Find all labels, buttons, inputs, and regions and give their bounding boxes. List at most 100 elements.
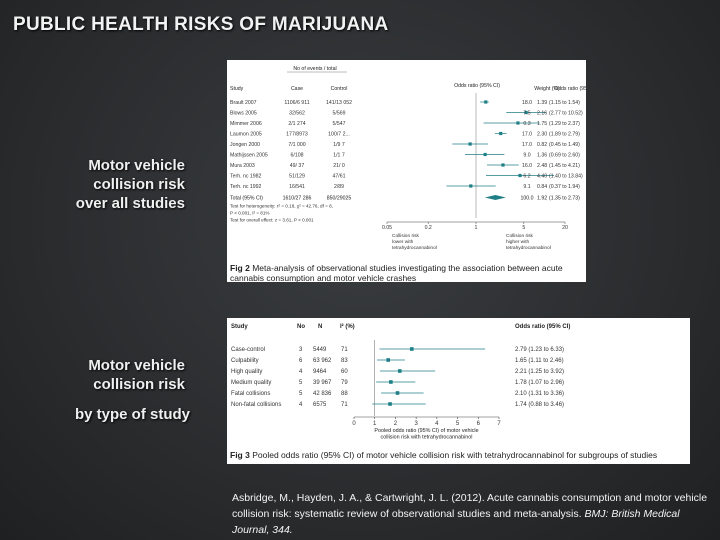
fig2-note: Test for overall effect: z = 3.61, P < 0… bbox=[230, 218, 314, 223]
fig2-row-study: Mimmer 2006 bbox=[230, 121, 262, 127]
fig3-row-point bbox=[395, 391, 400, 395]
fig2-row-control: 1/1 7 bbox=[333, 153, 345, 159]
fig3-row-no: 5 bbox=[299, 391, 303, 397]
label-by-type-line2: collision risk bbox=[93, 376, 185, 393]
fig3-row-no: 4 bbox=[299, 369, 303, 375]
fig2-row-case: 2/1 274 bbox=[288, 121, 305, 127]
fig2-row-or: 0.82 bbox=[537, 142, 547, 148]
fig3-caption: Fig 3 Pooled odds ratio (95% CI) of moto… bbox=[230, 450, 688, 460]
fig3-row-study: Fatal collisions bbox=[231, 391, 270, 397]
fig2-note: P < 0.001, I² = 81% bbox=[230, 211, 270, 216]
fig2-row-control: 5/569 bbox=[333, 111, 346, 117]
forest-plot-fig3: Study No N I² (%) Odds ratio (95% CI) Case-co… bbox=[231, 323, 570, 441]
fig3-row-or-text: 2.79 (1.23 to 6.33) bbox=[515, 347, 564, 353]
fig2-row-point bbox=[524, 110, 528, 115]
fig3-col-i2: I² (%) bbox=[340, 323, 355, 330]
citation-journal: BMJ: British Medical Journal, 344. bbox=[232, 508, 680, 536]
fig2-row-weight: 16.0 bbox=[522, 163, 532, 169]
fig3-col-or: Odds ratio (95% CI) bbox=[515, 324, 570, 330]
fig2-axis-tick-label: 20 bbox=[562, 225, 568, 231]
label-overall-line3: over all studies bbox=[75, 195, 185, 212]
fig3-row-n: 39 967 bbox=[313, 380, 332, 386]
fig2-col-control: Control bbox=[331, 86, 348, 92]
fig3-axis-tick-label: 5 bbox=[456, 421, 460, 427]
fig2-left-label: tetrahydrocannabinol bbox=[392, 245, 437, 251]
label-overall-line2: collision risk bbox=[93, 176, 185, 193]
fig3-row-study: Non-fatal collisions bbox=[231, 402, 281, 408]
fig3-axis-tick-label: 0 bbox=[352, 421, 356, 427]
fig2-row-case: 32/562 bbox=[289, 111, 305, 117]
fig2-note: Test for heterogeneity: τ² = 0.18, χ² = … bbox=[230, 204, 333, 209]
fig2-row-case: 177/8973 bbox=[286, 132, 308, 138]
fig2-row-case: 1106/6 911 bbox=[284, 100, 309, 106]
fig2-total-ci-text: (1.35 to 2.73) bbox=[549, 196, 580, 202]
fig3-row-point bbox=[388, 402, 392, 406]
fig3-row-study: High quality bbox=[231, 369, 262, 375]
forest-plot-fig2: No of events / total Study Case Control Odds… bbox=[230, 66, 586, 251]
fig2-row-ci-text: (1.89 to 2.79) bbox=[549, 132, 580, 138]
fig3-col-no: No bbox=[297, 324, 305, 330]
label-by-type-sub: by type of study bbox=[74, 406, 190, 423]
fig2-row-or: 0.84 bbox=[537, 184, 547, 190]
fig3-row-no: 5 bbox=[299, 380, 303, 386]
fig2-row-study: Blows 2005 bbox=[230, 111, 257, 117]
fig2-row-or: 2.30 bbox=[537, 132, 547, 138]
fig2-row-case: 6/108 bbox=[291, 153, 304, 159]
fig2-row-point bbox=[484, 100, 488, 104]
fig3-row-n: 9464 bbox=[313, 369, 327, 375]
fig2-row-study: Mura 2003 bbox=[230, 163, 255, 169]
figure-2: No of events / total Study Case Control Odds… bbox=[227, 60, 586, 282]
fig2-row-point bbox=[518, 173, 522, 178]
fig3-row-or-text: 1.78 (1.07 to 2.96) bbox=[515, 380, 564, 386]
fig3-axis-tick-label: 3 bbox=[414, 421, 418, 427]
fig2-row-or: 1.75 bbox=[537, 121, 547, 127]
fig2-left-label: Collision risk bbox=[392, 233, 420, 239]
fig3-row-point bbox=[386, 358, 390, 362]
fig3-axis-tick-label: 4 bbox=[435, 421, 439, 427]
fig2-row-case: 7/1 000 bbox=[288, 142, 305, 148]
fig3-row-point bbox=[389, 380, 393, 384]
fig2-row-point bbox=[468, 142, 472, 146]
fig2-row-point bbox=[483, 152, 487, 157]
fig3-row-study: Culpability bbox=[231, 358, 259, 364]
fig2-row-study: Brault 2007 bbox=[230, 100, 257, 106]
fig2-row-weight: 18.0 bbox=[522, 100, 532, 106]
fig2-row-or: 1.39 bbox=[537, 100, 547, 106]
fig3-row-no: 4 bbox=[299, 402, 303, 408]
fig3-col-n: N bbox=[318, 324, 322, 330]
fig2-row-point bbox=[501, 163, 505, 167]
fig2-row-ci-text: (0.45 to 1.49) bbox=[549, 142, 580, 148]
fig3-caption-text: Pooled odds ratio (95% CI) of motor vehi… bbox=[252, 450, 658, 460]
fig2-total-or: 1.92 bbox=[537, 196, 547, 202]
fig3-caption-label: Fig 3 bbox=[230, 450, 250, 460]
fig2-row-or: 2.48 bbox=[537, 163, 547, 169]
label-by-type: Motor vehicle collision risk bbox=[40, 356, 185, 394]
fig2-row-weight: 7.5 bbox=[523, 111, 530, 117]
fig3-row-i2: 88 bbox=[341, 391, 348, 397]
fig3-row-i2: 83 bbox=[341, 358, 348, 364]
fig2-row-control: 47/61 bbox=[333, 174, 346, 180]
label-by-type-line1: Motor vehicle bbox=[88, 357, 185, 374]
fig3-row-or-text: 1.74 (0.88 to 3.46) bbox=[515, 402, 564, 408]
fig2-axis-tick-label: 0.2 bbox=[425, 225, 432, 231]
fig3-axis-tick-label: 2 bbox=[394, 421, 398, 427]
fig2-header-events: No of events / total bbox=[293, 66, 336, 72]
fig2-right-label: Collision risk bbox=[506, 233, 534, 239]
fig3-axis-tick-label: 6 bbox=[477, 421, 481, 427]
fig3-row-n: 42 836 bbox=[313, 391, 332, 397]
fig2-row-weight: 17.0 bbox=[522, 142, 532, 148]
fig3-row-point bbox=[409, 347, 414, 351]
fig3-row-or-text: 2.21 (1.25 to 3.92) bbox=[515, 369, 564, 375]
fig2-axis-tick-label: 1 bbox=[475, 225, 478, 231]
fig2-row-weight: 6.2 bbox=[523, 174, 530, 180]
fig2-row-control: 1/9 7 bbox=[333, 142, 345, 148]
fig2-row-weight: 17.0 bbox=[522, 132, 532, 138]
label-overall: Motor vehicle collision risk over all st… bbox=[40, 156, 185, 213]
fig2-total-control: 850/29025 bbox=[327, 196, 352, 202]
fig2-col-or: Odds ratio (95% CI) bbox=[454, 83, 500, 89]
fig2-row-or: 2.16 bbox=[537, 111, 547, 117]
fig2-row-or: 4.40 bbox=[537, 174, 547, 180]
fig3-row-i2: 71 bbox=[341, 347, 348, 353]
fig3-row-no: 3 bbox=[299, 347, 303, 353]
fig2-row-case: 16/541 bbox=[289, 184, 305, 190]
